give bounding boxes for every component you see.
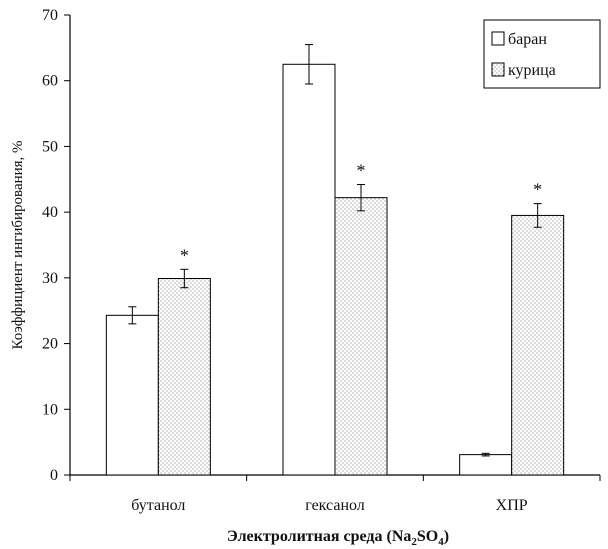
legend-label-kuritsa: курица: [508, 62, 556, 79]
legend-box: [483, 19, 601, 89]
y-tick-labels: 0 10 20 30 40 50 60 70: [42, 7, 58, 484]
significance-marker: *: [180, 245, 189, 265]
bar-baran: [105, 314, 159, 476]
significance-marker: *: [357, 161, 366, 181]
y-tick-label: 70: [42, 7, 58, 24]
y-axis-title: Коэффициент ингибирования, %: [10, 140, 26, 349]
bar-kuritsa: [334, 197, 388, 476]
y-tick-label: 20: [42, 336, 58, 353]
bars: * * *: [105, 44, 565, 476]
legend-swatch-baran: [491, 31, 505, 46]
y-tick-label: 40: [42, 204, 58, 221]
bar-kuritsa: [157, 278, 211, 476]
bar-kuritsa: [511, 214, 565, 476]
y-tick-label: 30: [42, 270, 58, 287]
x-category-labels: бутанол гексанол ХПР: [131, 497, 528, 514]
legend-swatch-kuritsa: [491, 62, 505, 77]
y-tick-label: 60: [42, 73, 58, 90]
legend-label-baran: баран: [508, 31, 547, 48]
y-tick-label: 50: [42, 138, 58, 155]
y-tick-label: 10: [42, 401, 58, 418]
y-tick-label: 0: [50, 467, 58, 484]
x-category-label: ХПР: [496, 497, 528, 514]
x-category-label: гексанол: [305, 497, 365, 514]
bar-baran: [459, 454, 513, 476]
significance-marker: *: [533, 180, 542, 200]
legend: баран курица: [483, 19, 601, 89]
bar-baran: [282, 63, 336, 476]
x-category-label: бутанол: [131, 497, 185, 514]
x-axis-title: Электролитная среда (Na2SO4): [227, 528, 449, 548]
